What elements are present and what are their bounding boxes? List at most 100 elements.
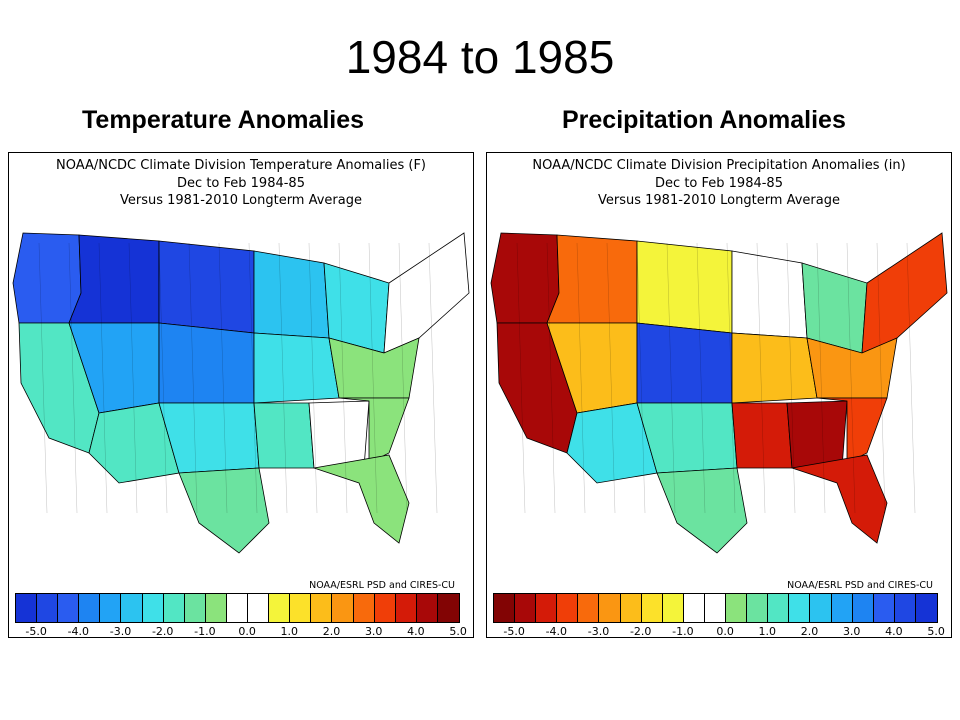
temperature-header-line-1: NOAA/NCDC Climate Division Temperature A… xyxy=(55,158,427,173)
precipitation-colorbar-tick-label: -4.0 xyxy=(545,625,568,638)
precipitation-colorbar-cell xyxy=(578,594,600,622)
temperature-colorbar-cell xyxy=(163,594,185,622)
precipitation-region-ohio-valley xyxy=(731,332,818,404)
temperature-division-line xyxy=(428,242,438,514)
precipitation-colorbar-cell xyxy=(894,594,916,622)
precipitation-division-line xyxy=(516,242,526,514)
precipitation-division-line xyxy=(606,242,616,514)
precipitation-colorbar-cell xyxy=(915,594,937,622)
temperature-colorbar-tick-label: 1.0 xyxy=(280,625,299,638)
precipitation-colorbar-cell xyxy=(662,594,684,622)
temperature-us-map xyxy=(12,232,470,554)
temperature-region-florida xyxy=(313,454,410,544)
precipitation-colorbar-cell xyxy=(557,594,579,622)
precipitation-division-line xyxy=(666,242,676,514)
precipitation-colorbar-cell xyxy=(536,594,558,622)
precipitation-division-line xyxy=(786,242,796,514)
precipitation-colorbar-cell xyxy=(810,594,832,622)
temperature-heading: Temperature Anomalies xyxy=(82,106,365,134)
precipitation-division-line xyxy=(576,242,586,514)
temperature-colorbar-cell xyxy=(374,594,396,622)
temperature-region-central-plains xyxy=(158,322,255,404)
temperature-colorbar-tick-label: 3.0 xyxy=(364,625,383,638)
precipitation-colorbar-tick-label: -5.0 xyxy=(503,625,525,638)
precipitation-division-line xyxy=(816,242,826,514)
temperature-region-southeast xyxy=(308,400,370,469)
temperature-colorbar-tick-label: -5.0 xyxy=(25,625,47,638)
temperature-division-line xyxy=(338,242,348,514)
precipitation-region-central-plains xyxy=(636,322,733,404)
temperature-colorbar-cell xyxy=(416,594,438,622)
precipitation-colorbar-cell xyxy=(747,594,769,622)
precipitation-division-line xyxy=(726,242,736,514)
temperature-division-line xyxy=(398,242,408,514)
temperature-region-ohio-valley xyxy=(253,332,340,404)
temperature-colorbar-tick-label: 4.0 xyxy=(407,625,425,638)
precipitation-region-southeast xyxy=(786,400,848,469)
temperature-division-line xyxy=(188,242,198,514)
temperature-colorbar-cell xyxy=(184,594,206,622)
temperature-colorbar-tick-label: -4.0 xyxy=(67,625,90,638)
temperature-region-mid-atlantic xyxy=(328,337,420,399)
precipitation-colorbar-cell xyxy=(494,594,516,622)
precipitation-header-line-1: NOAA/NCDC Climate Division Precipitation… xyxy=(532,158,906,173)
precipitation-region-upper-midwest xyxy=(731,250,808,339)
temperature-colorbar-tick-label: -2.0 xyxy=(151,625,174,638)
temperature-colorbar-cell xyxy=(58,594,80,622)
temperature-region-northeast xyxy=(383,232,470,354)
temperature-division-line xyxy=(98,242,108,514)
precipitation-region-northern-plains xyxy=(636,240,733,334)
precipitation-colorbar-cell xyxy=(873,594,895,622)
temperature-colorbar-cell xyxy=(395,594,417,622)
precipitation-colorbar-cell xyxy=(852,594,874,622)
temperature-colorbar-cell xyxy=(205,594,227,622)
precipitation-colorbar-tick-label: -1.0 xyxy=(672,625,694,638)
precipitation-division-line xyxy=(876,242,886,514)
temperature-colorbar-tick-label: 2.0 xyxy=(322,625,341,638)
temperature-colorbar xyxy=(15,593,460,623)
temperature-colorbar-ticks: -5.0 -4.0 -3.0 -2.0 -1.0 0.0 1.0 2.0 3.0 4.0 5.0 xyxy=(15,625,469,639)
precipitation-region-northeast xyxy=(861,232,948,354)
precipitation-colorbar-cell xyxy=(683,594,705,622)
temperature-region-northern-rockies xyxy=(68,234,160,324)
precipitation-colorbar-tick-label: 1.0 xyxy=(758,625,777,638)
temperature-colorbar-cell xyxy=(142,594,164,622)
precipitation-colorbar-cell xyxy=(789,594,811,622)
precipitation-region-southwest xyxy=(566,402,658,484)
temperature-colorbar-cell xyxy=(121,594,143,622)
temperature-header-line-3: Versus 1981-2010 Longterm Average xyxy=(120,193,362,208)
precipitation-colorbar-tick-label: -2.0 xyxy=(629,625,652,638)
precipitation-division-line xyxy=(846,242,856,514)
precipitation-header-line-3: Versus 1981-2010 Longterm Average xyxy=(598,193,840,208)
precipitation-division-line xyxy=(546,242,556,514)
temperature-region-northern-plains xyxy=(158,240,255,334)
temperature-division-line xyxy=(128,242,138,514)
precipitation-colorbar-cell xyxy=(704,594,727,622)
temperature-colorbar-cell xyxy=(79,594,101,622)
precipitation-division-line xyxy=(696,242,706,514)
temperature-division-line xyxy=(218,242,228,514)
temperature-colorbar-cell xyxy=(37,594,59,622)
temperature-colorbar-cell xyxy=(226,594,249,622)
temperature-division-line xyxy=(158,242,168,514)
precipitation-colorbar-cell xyxy=(726,594,748,622)
precipitation-map-panel: NOAA/NCDC Climate Division Precipitation… xyxy=(486,152,952,638)
temperature-division-line xyxy=(248,242,258,514)
temperature-colorbar-cell xyxy=(353,594,375,622)
precipitation-region-texas-south xyxy=(656,467,748,554)
precipitation-colorbar-cell xyxy=(599,594,621,622)
precipitation-header-line-2: Dec to Feb 1984-85 xyxy=(655,175,783,191)
precipitation-us-map xyxy=(490,232,948,554)
precipitation-region-northern-rockies xyxy=(546,234,638,324)
temperature-colorbar-cell xyxy=(290,594,312,622)
temperature-colorbar-tick-label: -1.0 xyxy=(194,625,216,638)
temperature-colorbar-cell xyxy=(248,594,270,622)
precipitation-division-line xyxy=(636,242,646,514)
temperature-division-line xyxy=(308,242,318,514)
temperature-colorbar-tick-label: -3.0 xyxy=(109,625,132,638)
precipitation-colorbar xyxy=(493,593,938,623)
temperature-colorbar-cell xyxy=(332,594,354,622)
precipitation-colorbar-tick-label: 5.0 xyxy=(927,625,945,638)
precipitation-region-florida xyxy=(791,454,888,544)
precipitation-colorbar-cell xyxy=(641,594,663,622)
